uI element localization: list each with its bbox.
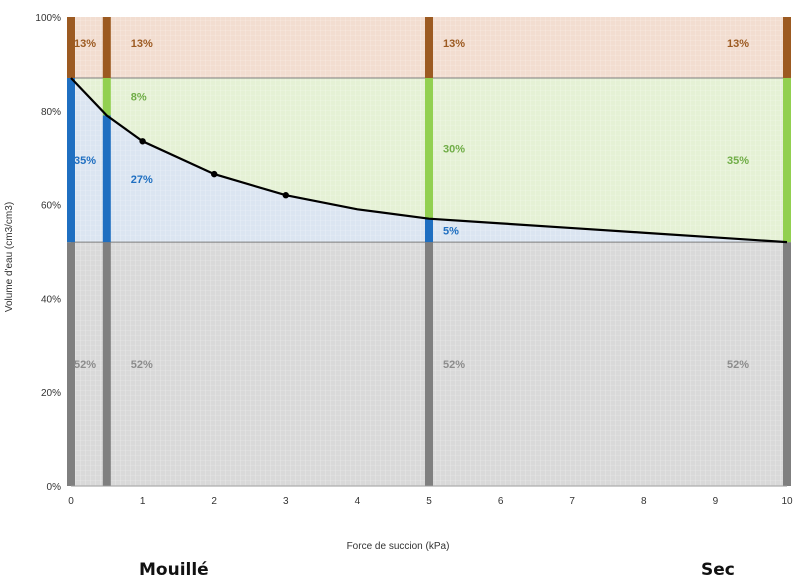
- y-tick-label: 40%: [41, 294, 61, 305]
- segment-label: 52%: [74, 359, 96, 371]
- bar-segment: [102, 77, 111, 116]
- curve-marker: [282, 192, 289, 199]
- retention-curve: [70, 77, 788, 244]
- bar-segment: [425, 218, 433, 243]
- segment-label: 5%: [443, 225, 459, 237]
- x-tick-label: 10: [781, 496, 793, 507]
- segment-label: 13%: [443, 38, 465, 50]
- x-tick-label: 0: [68, 496, 74, 507]
- segment-label: 35%: [74, 155, 96, 167]
- bar-segment: [67, 242, 75, 486]
- segment-label: 13%: [74, 38, 96, 50]
- y-tick-label: 60%: [41, 201, 61, 212]
- x-tick-label: 6: [498, 496, 504, 507]
- x-tick-label: 7: [569, 496, 575, 507]
- segment-label: 52%: [727, 359, 749, 371]
- bar-segment: [102, 115, 111, 243]
- segment-label: 13%: [727, 38, 749, 50]
- y-tick-label: 100%: [35, 13, 61, 24]
- x-tick-label: 3: [283, 496, 289, 507]
- y-tick-label: 20%: [41, 388, 61, 399]
- bar-segment: [783, 17, 791, 78]
- segment-label: 52%: [131, 359, 153, 371]
- bar-segment: [783, 77, 791, 243]
- bar-segment: [102, 17, 111, 78]
- x-tick-label: 8: [641, 496, 647, 507]
- segment-labels: 52% 35% 13% 52% 27% 8% 13% 52% 5% 30% 13% 52% 35% 13%: [74, 38, 749, 371]
- wet-label: Mouillé: [139, 560, 209, 580]
- suction-bars: [67, 17, 791, 486]
- y-tick-label: 0%: [47, 482, 62, 493]
- axes: 0 1 2 3 4 5 6 7 8 9 100%20%40%60%80%100%: [35, 13, 793, 507]
- bar-segment: [67, 77, 75, 243]
- dry-label: Sec: [701, 560, 735, 580]
- x-tick-label: 2: [211, 496, 217, 507]
- segment-label: 30%: [443, 143, 465, 155]
- bar-segment: [425, 17, 433, 78]
- y-tick-label: 80%: [41, 107, 61, 118]
- bar-segment: [67, 17, 75, 78]
- segment-label: 52%: [443, 359, 465, 371]
- x-tick-label: 9: [713, 496, 719, 507]
- bar-segment: [783, 242, 791, 486]
- x-axis-title: Force de succion (kPa): [347, 541, 450, 552]
- segment-label: 13%: [131, 38, 153, 50]
- x-tick-label: 4: [355, 496, 361, 507]
- curve-marker: [139, 138, 146, 145]
- retention-curve-line: [70, 77, 788, 244]
- bar-segment: [425, 242, 433, 486]
- bar-segment: [102, 242, 111, 486]
- bar-segment: [425, 77, 433, 219]
- segment-label: 8%: [131, 92, 147, 104]
- y-axis-title: Volume d'eau (cm3/cm3): [4, 202, 15, 312]
- segment-label: 35%: [727, 155, 749, 167]
- x-tick-label: 5: [426, 496, 432, 507]
- x-tick-label: 1: [140, 496, 146, 507]
- curve-marker: [211, 170, 218, 178]
- segment-label: 27%: [131, 174, 153, 186]
